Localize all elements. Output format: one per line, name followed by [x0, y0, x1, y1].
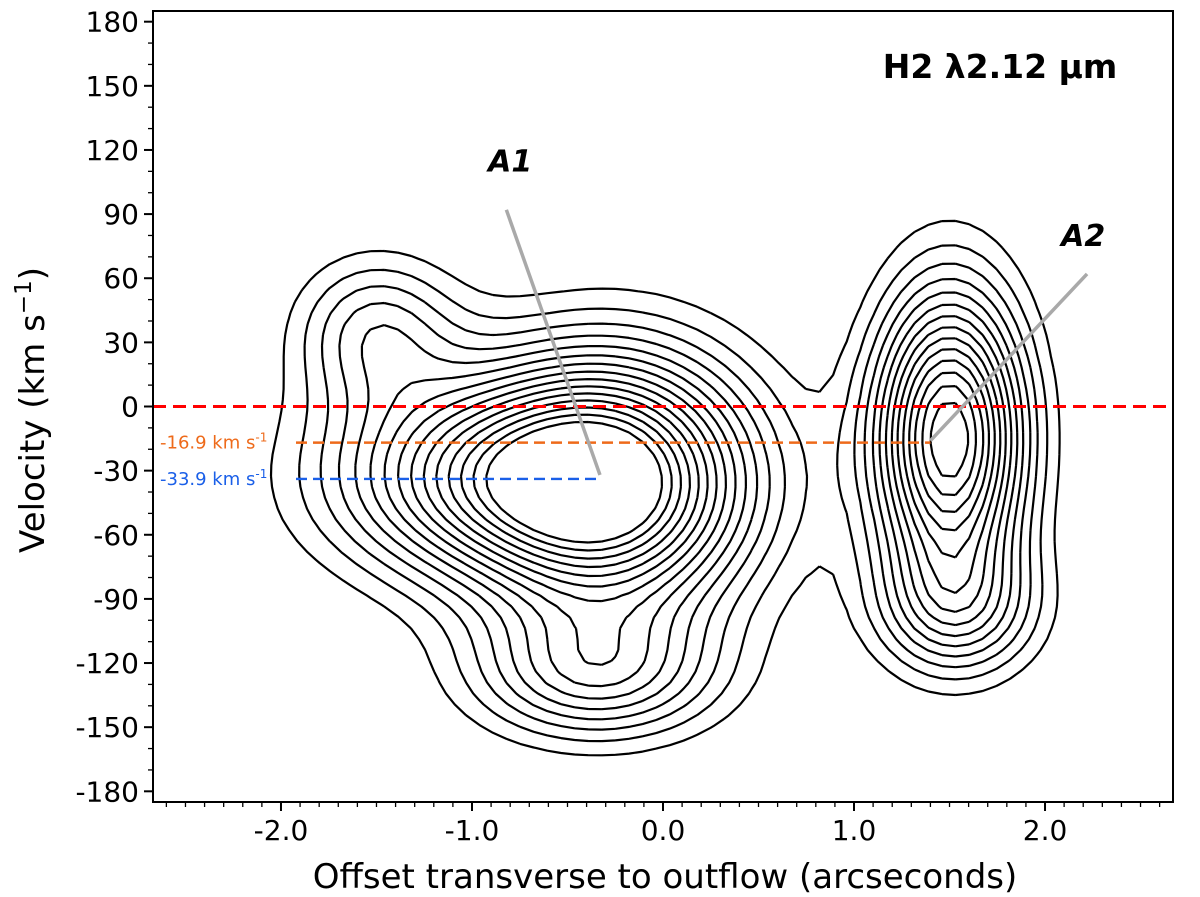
- y-tick-label: 120: [86, 134, 139, 167]
- contour-level: [447, 371, 985, 569]
- y-axis-title-exponent: −1: [11, 280, 37, 314]
- y-tick-label: -90: [93, 583, 139, 616]
- y-tick-label: 180: [86, 6, 139, 39]
- x-axis-title: Offset transverse to outflow (arcseconds…: [313, 857, 1018, 897]
- axis-ticks: -2.0 -1.0 0.0 1.0 2.0 180 150 120 90 60 30 0 -30 -60 -…: [75, 6, 1161, 847]
- y-tick-label: 60: [103, 262, 139, 295]
- contour-level: [410, 337, 1002, 603]
- y-tick-label: -150: [75, 711, 139, 744]
- x-tick-label: 0.0: [641, 814, 686, 847]
- contour-level: [472, 401, 970, 552]
- x-tick-label: -2.0: [254, 814, 309, 847]
- reference-line-label: -16.9 km s-1: [160, 431, 267, 454]
- reference-line-label: -33.9 km s-1: [160, 467, 267, 490]
- y-axis-title: Velocity (km s−1): [11, 267, 53, 553]
- y-tick-label: -180: [75, 775, 139, 808]
- y-tick-label: -30: [93, 455, 139, 488]
- panel-title: H2 λ2.12 μm: [883, 47, 1118, 86]
- y-tick-label: -60: [93, 519, 139, 552]
- reference-lines: -16.9 km s-1 -33.9 km s-1: [153, 405, 1173, 490]
- y-tick-label: -120: [75, 647, 139, 680]
- y-axis-title-close: ): [13, 267, 53, 280]
- annotation-pointer: [929, 272, 1089, 442]
- y-tick-label: 30: [103, 326, 139, 359]
- x-tick-label: 2.0: [1023, 814, 1068, 847]
- contour-level: [485, 420, 663, 544]
- contour-level: [459, 385, 977, 560]
- y-axis-title-main: Velocity (km s: [13, 314, 53, 553]
- annotation-pointer: [504, 209, 602, 476]
- contour-lines: [269, 219, 1061, 757]
- region-annotations: A1 A2: [486, 144, 1105, 476]
- contour-level: [435, 359, 990, 578]
- contour-level: [319, 262, 1039, 731]
- contour-level: [337, 277, 1032, 721]
- x-tick-label: -1.0: [445, 814, 500, 847]
- x-tick-label: 1.0: [832, 814, 877, 847]
- y-tick-label: 0: [121, 391, 139, 424]
- contour-level: [383, 315, 1013, 688]
- region-label: A2: [1059, 219, 1105, 254]
- y-tick-label: 90: [103, 198, 139, 231]
- contour-level: [422, 348, 996, 588]
- contour-level: [269, 219, 1061, 757]
- contour-level: [397, 326, 1007, 666]
- y-tick-label: 150: [86, 70, 139, 103]
- region-label: A1: [486, 144, 532, 179]
